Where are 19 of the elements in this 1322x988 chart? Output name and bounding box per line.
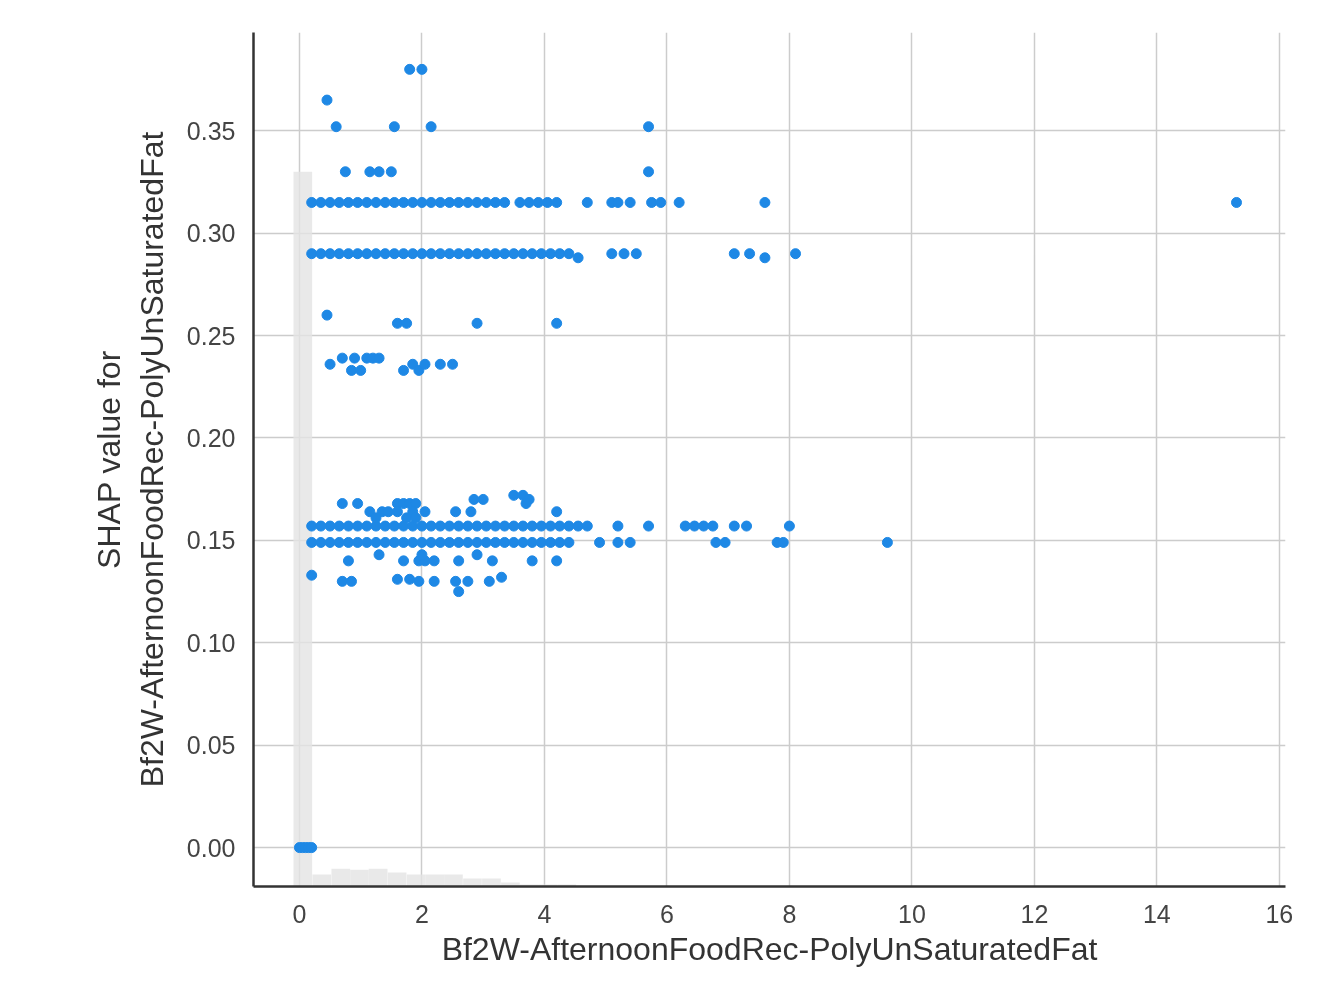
y-tick-label: 0.20	[186, 424, 236, 452]
x-tick-label: 14	[1142, 899, 1171, 928]
x-tick-label: 4	[537, 899, 552, 928]
x-tick-label: 6	[659, 899, 674, 928]
y-tick-label: 0.30	[186, 219, 236, 248]
x-tick-label: 10	[897, 899, 926, 928]
y-tick-label: 0.05	[186, 731, 236, 760]
x-tick-label: 8	[782, 899, 797, 928]
x-tick-label: 2	[414, 899, 429, 928]
y-tick-label: 0.15	[186, 526, 236, 555]
y-tick-label: 0.10	[186, 628, 236, 657]
y-axis-title: SHAP value for Bf2W-AfternoonFoodRec-PolyUnSaturatedFat	[90, 131, 170, 788]
y-tick-label: 0.00	[186, 833, 236, 862]
y-tick-label: 0.25	[186, 321, 236, 350]
y-tick-label: 0.35	[186, 116, 236, 145]
x-tick-label: 12	[1020, 899, 1049, 928]
x-tick-label: 16	[1265, 899, 1294, 928]
x-axis-title: Bf2W-AfternoonFoodRec-PolyUnSaturatedFat	[441, 930, 1098, 967]
x-tick-label: 0	[292, 899, 307, 928]
